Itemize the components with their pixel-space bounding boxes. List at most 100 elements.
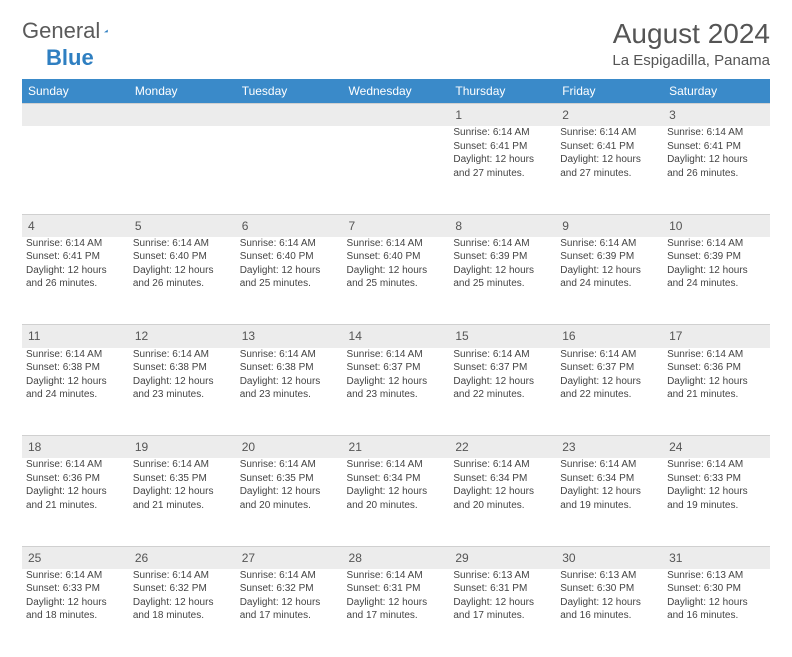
day-number: 2 — [562, 108, 569, 122]
sunrise-text: Sunrise: 6:14 AM — [453, 237, 552, 251]
day-number-cell — [129, 104, 236, 127]
day-number: 24 — [669, 440, 682, 454]
sunrise-text: Sunrise: 6:14 AM — [133, 458, 232, 472]
day-detail-cell: Sunrise: 6:14 AMSunset: 6:32 PMDaylight:… — [129, 569, 236, 657]
day-number: 3 — [669, 108, 676, 122]
day-number-cell: 29 — [449, 546, 556, 569]
day-number-cell: 10 — [663, 214, 770, 237]
sunrise-text: Sunrise: 6:14 AM — [347, 348, 446, 362]
day-detail-cell: Sunrise: 6:14 AMSunset: 6:39 PMDaylight:… — [663, 237, 770, 325]
day-detail-row: Sunrise: 6:14 AMSunset: 6:38 PMDaylight:… — [22, 348, 770, 436]
daylight-text: Daylight: 12 hours and 20 minutes. — [453, 485, 552, 512]
logo: General — [22, 18, 128, 44]
day-number: 23 — [562, 440, 575, 454]
day-detail-cell: Sunrise: 6:14 AMSunset: 6:35 PMDaylight:… — [236, 458, 343, 546]
sunset-text: Sunset: 6:37 PM — [453, 361, 552, 375]
daylight-text: Daylight: 12 hours and 21 minutes. — [667, 375, 766, 402]
day-number-row: 25262728293031 — [22, 546, 770, 569]
day-detail-row: Sunrise: 6:14 AMSunset: 6:41 PM Daylight:… — [22, 126, 770, 214]
day-number-cell: 20 — [236, 436, 343, 459]
day-number-cell: 25 — [22, 546, 129, 569]
sunset-text: Sunset: 6:38 PM — [133, 361, 232, 375]
weekday-header-row: Sunday Monday Tuesday Wednesday Thursday… — [22, 79, 770, 104]
day-number: 13 — [242, 329, 255, 343]
day-number-cell: 27 — [236, 546, 343, 569]
sunrise-text: Sunrise: 6:14 AM — [560, 348, 659, 362]
sunset-text: Sunset: 6:39 PM — [667, 250, 766, 264]
sunrise-text: Sunrise: 6:14 AM — [667, 458, 766, 472]
sunset-text: Sunset: 6:35 PM — [240, 472, 339, 486]
daylight-text: Daylight: 12 hours and 23 minutes. — [240, 375, 339, 402]
sunset-text: Sunset: 6:36 PM — [667, 361, 766, 375]
sunrise-text: Sunrise: 6:14 AM — [347, 569, 446, 583]
sunrise-text: Sunrise: 6:14 AM — [133, 237, 232, 251]
sunrise-text: Sunrise: 6:14 AM — [453, 126, 552, 140]
sunset-text: Sunset: 6:37 PM — [347, 361, 446, 375]
day-detail-cell: Sunrise: 6:14 AMSunset: 6:41 PMDaylight:… — [449, 126, 556, 214]
day-detail-cell: Sunrise: 6:14 AMSunset: 6:36 PMDaylight:… — [663, 348, 770, 436]
sunrise-text: Sunrise: 6:14 AM — [26, 237, 125, 251]
daylight-text: Daylight: 12 hours and 27 minutes. — [560, 153, 659, 180]
day-number-cell: 26 — [129, 546, 236, 569]
day-number-cell: 16 — [556, 325, 663, 348]
day-detail-cell: Sunrise: 6:14 AMSunset: 6:34 PMDaylight:… — [556, 458, 663, 546]
day-number-cell — [22, 104, 129, 127]
day-detail-cell: Sunrise: 6:14 AMSunset: 6:41 PMDaylight:… — [556, 126, 663, 214]
daylight-text: Daylight: 12 hours and 19 minutes. — [667, 485, 766, 512]
day-number-cell: 18 — [22, 436, 129, 459]
day-detail-row: Sunrise: 6:14 AMSunset: 6:36 PMDaylight:… — [22, 458, 770, 546]
day-detail-cell: Sunrise: 6:14 AMSunset: 6:40 PMDaylight:… — [236, 237, 343, 325]
weekday-header: Monday — [129, 79, 236, 104]
sunset-text: Sunset: 6:34 PM — [453, 472, 552, 486]
day-number-row: 18192021222324 — [22, 436, 770, 459]
sunrise-text: Sunrise: 6:14 AM — [26, 569, 125, 583]
day-number: 9 — [562, 219, 569, 233]
sunset-text: Sunset: 6:35 PM — [133, 472, 232, 486]
sunset-text: Sunset: 6:31 PM — [347, 582, 446, 596]
day-detail-cell: Sunrise: 6:13 AMSunset: 6:30 PMDaylight:… — [663, 569, 770, 657]
sunset-text: Sunset: 6:41 PM — [26, 250, 125, 264]
daylight-text: Daylight: 12 hours and 19 minutes. — [560, 485, 659, 512]
day-detail-cell: Sunrise: 6:14 AMSunset: 6:39 PMDaylight:… — [556, 237, 663, 325]
daylight-text: Daylight: 12 hours and 26 minutes. — [26, 264, 125, 291]
day-number-cell: 9 — [556, 214, 663, 237]
weekday-header: Friday — [556, 79, 663, 104]
daylight-text: Daylight: 12 hours and 23 minutes. — [347, 375, 446, 402]
day-detail-cell: Sunrise: 6:13 AMSunset: 6:31 PMDaylight:… — [449, 569, 556, 657]
weekday-header: Tuesday — [236, 79, 343, 104]
sunrise-text: Sunrise: 6:13 AM — [453, 569, 552, 583]
weekday-header: Thursday — [449, 79, 556, 104]
day-number: 10 — [669, 219, 682, 233]
day-number: 22 — [455, 440, 468, 454]
day-number: 4 — [28, 219, 35, 233]
sunset-text: Sunset: 6:37 PM — [560, 361, 659, 375]
day-number: 26 — [135, 551, 148, 565]
sunset-text: Sunset: 6:39 PM — [560, 250, 659, 264]
day-number-cell: 13 — [236, 325, 343, 348]
day-detail-row: Sunrise: 6:14 AMSunset: 6:41 PMDaylight:… — [22, 237, 770, 325]
daylight-text: Daylight: 12 hours and 23 minutes. — [133, 375, 232, 402]
day-number-row: 11121314151617 — [22, 325, 770, 348]
logo-text-general: General — [22, 18, 100, 44]
sunset-text: Sunset: 6:40 PM — [240, 250, 339, 264]
daylight-text: Daylight: 12 hours and 20 minutes. — [347, 485, 446, 512]
sunrise-text: Sunrise: 6:14 AM — [347, 458, 446, 472]
sunrise-text: Sunrise: 6:14 AM — [453, 348, 552, 362]
sunset-text: Sunset: 6:33 PM — [26, 582, 125, 596]
day-detail-cell: Sunrise: 6:14 AMSunset: 6:32 PMDaylight:… — [236, 569, 343, 657]
sunset-text: Sunset: 6:38 PM — [240, 361, 339, 375]
day-number: 5 — [135, 219, 142, 233]
day-detail-cell: Sunrise: 6:14 AMSunset: 6:38 PMDaylight:… — [129, 348, 236, 436]
daylight-text: Daylight: 12 hours and 17 minutes. — [240, 596, 339, 623]
daylight-text: Daylight: 12 hours and 22 minutes. — [560, 375, 659, 402]
sunset-text: Sunset: 6:41 PM — [453, 140, 552, 154]
day-detail-cell: Sunrise: 6:14 AMSunset: 6:34 PMDaylight:… — [449, 458, 556, 546]
day-number: 25 — [28, 551, 41, 565]
sunset-text: Sunset: 6:31 PM — [453, 582, 552, 596]
day-number-cell: 11 — [22, 325, 129, 348]
sunset-text: Sunset: 6:40 PM — [347, 250, 446, 264]
sunrise-text: Sunrise: 6:14 AM — [133, 348, 232, 362]
day-detail-cell — [236, 126, 343, 214]
day-number: 30 — [562, 551, 575, 565]
sunset-text: Sunset: 6:38 PM — [26, 361, 125, 375]
